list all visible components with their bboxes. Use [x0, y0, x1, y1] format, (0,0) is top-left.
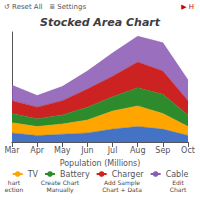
svg-text:Charger: Charger: [112, 170, 145, 179]
svg-text:Chart + Data: Chart + Data: [102, 186, 142, 193]
svg-text:May: May: [54, 146, 71, 155]
svg-text:Cable: Cable: [166, 170, 189, 179]
svg-text:Stocked Area Chart: Stocked Area Chart: [40, 16, 161, 29]
svg-text:Manually: Manually: [46, 186, 73, 194]
svg-text:Create Chart: Create Chart: [41, 179, 80, 186]
svg-text:Population (Millions): Population (Millions): [60, 159, 141, 168]
svg-text:ection: ection: [5, 186, 24, 193]
svg-text:↺ Reset All ≣ Settings: ↺ Reset All ≣ Settings: [4, 3, 86, 11]
svg-text:▶ H: ▶ H: [181, 3, 194, 11]
svg-text:Jul: Jul: [107, 146, 118, 155]
svg-text:Chart: Chart: [170, 186, 187, 193]
svg-text:hart: hart: [8, 179, 21, 186]
svg-text:Apr: Apr: [30, 146, 45, 155]
svg-text:Edit: Edit: [172, 179, 184, 186]
svg-text:Sep: Sep: [155, 146, 170, 155]
svg-text:Jun: Jun: [80, 146, 94, 155]
svg-text:Battery: Battery: [60, 170, 90, 179]
svg-text:Aug: Aug: [130, 146, 146, 155]
svg-text:Add Sample: Add Sample: [104, 179, 140, 186]
svg-text:Oct: Oct: [181, 146, 195, 155]
svg-text:TV: TV: [27, 170, 39, 179]
svg-text:Mar: Mar: [4, 146, 20, 155]
